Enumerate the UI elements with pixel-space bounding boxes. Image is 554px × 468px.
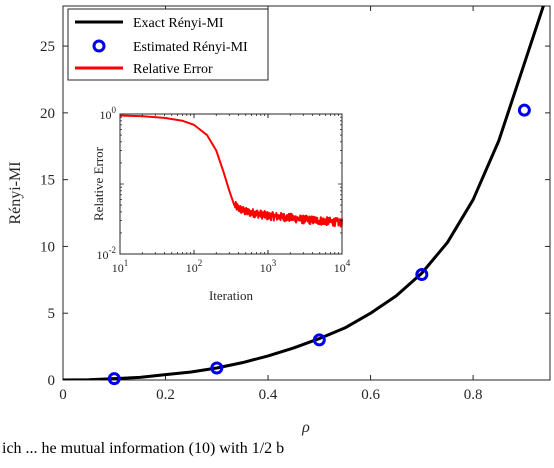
figure-caption-fragment: ich ... he mutual information (10) with …: [2, 440, 285, 457]
x-tick-label: 0.2: [156, 387, 175, 403]
relative-error-line: [119, 114, 343, 228]
inset-x-tick-label: 101: [112, 258, 129, 275]
inset-x-tick-label: 102: [186, 258, 203, 275]
x-axis-label: ρ: [301, 419, 310, 436]
inset-axis-ticks: 101 102 103 104 10-2 100: [97, 105, 351, 275]
legend-label-relative-error: Relative Error: [133, 62, 213, 77]
x-tick-label: 0: [59, 387, 67, 403]
inset-background: [120, 114, 342, 254]
inset-x-axis-label: Iteration: [209, 288, 254, 303]
legend-label-estimated: Estimated Rényi-MI: [133, 40, 248, 55]
x-tick-label: 0.4: [259, 387, 278, 403]
estimated-renyi-mi-point: [210, 361, 224, 375]
inset-x-tick-label: 104: [334, 258, 351, 275]
estimated-renyi-mi-point: [107, 372, 121, 386]
estimated-renyi-mi-point: [415, 267, 429, 281]
y-tick-label: 25: [40, 39, 55, 55]
y-axis-label: Rényi-MI: [7, 161, 24, 224]
inset-series-group: [119, 114, 343, 228]
y-tick-label: 5: [48, 306, 56, 322]
estimated-renyi-mi-point: [517, 103, 531, 117]
inset-y-axis-label: Relative Error: [91, 146, 106, 221]
estimated-renyi-mi-point: [312, 333, 326, 347]
inset-chart: 101 102 103 104 10-2 100 Iteration Relative E…: [91, 105, 351, 303]
legend: Exact Rényi-MI Estimated Rényi-MI Relati…: [67, 8, 269, 81]
y-tick-label: 20: [40, 106, 55, 122]
chart-canvas: 0 0.2 0.4 0.6 0.8 0 5 10 15 20 25 ρ Rényi-MI Exact…: [7, 5, 551, 436]
inset-y-tick-label: 10-2: [97, 245, 117, 262]
inset-y-tick-label: 100: [100, 105, 117, 122]
y-tick-label: 10: [40, 239, 55, 255]
x-tick-label: 0.8: [464, 387, 483, 403]
legend-marker-estimated: [92, 39, 106, 53]
main-plot-frame: [62, 5, 551, 381]
legend-label-exact: Exact Rényi-MI: [133, 16, 224, 31]
exact-renyi-mi-line: [63, 6, 545, 380]
main-axis-ticks: 0 0.2 0.4 0.6 0.8 0 5 10 15 20 25: [40, 6, 550, 403]
y-tick-label: 0: [48, 373, 56, 389]
y-tick-label: 15: [40, 173, 55, 189]
x-tick-label: 0.6: [361, 387, 380, 403]
main-series-group: [63, 6, 545, 386]
inset-x-tick-label: 103: [260, 258, 277, 275]
